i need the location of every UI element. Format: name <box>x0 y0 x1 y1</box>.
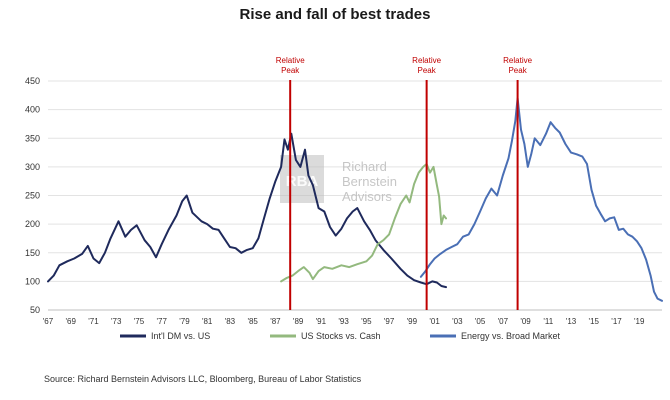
series-line-3 <box>419 97 663 302</box>
legend-label: US Stocks vs. Cash <box>301 331 381 341</box>
relative-peak-label: Relative <box>276 56 305 65</box>
relative-peak-label: Relative <box>503 56 532 65</box>
y-tick-label: 400 <box>25 105 40 115</box>
x-tick-label: '87 <box>270 317 281 326</box>
series-lines <box>47 97 663 302</box>
x-tick-label: '99 <box>407 317 418 326</box>
relative-peak-label: Peak <box>418 66 437 75</box>
y-tick-label: 50 <box>30 305 40 315</box>
series-line-1 <box>47 132 447 289</box>
x-tick-label: '19 <box>634 317 645 326</box>
x-tick-label: '91 <box>316 317 327 326</box>
x-tick-label: '81 <box>202 317 213 326</box>
y-axis: 50 100 150 200 250 300 350 400 450 <box>25 76 40 315</box>
x-tick-label: '07 <box>498 317 509 326</box>
x-tick-label: '01 <box>429 317 440 326</box>
watermark: RBA Richard Bernstein Advisors <box>280 155 397 204</box>
y-tick-label: 450 <box>25 76 40 86</box>
relative-peak-label: Peak <box>281 66 300 75</box>
x-tick-label: '79 <box>179 317 190 326</box>
x-tick-label: '85 <box>247 317 258 326</box>
legend: Int'l DM vs. US US Stocks vs. Cash Energy … <box>120 331 561 341</box>
grid <box>48 80 662 311</box>
y-tick-label: 200 <box>25 219 40 229</box>
x-tick-label: '73 <box>111 317 122 326</box>
x-tick-label: '15 <box>589 317 600 326</box>
x-tick-label: '11 <box>543 317 553 326</box>
legend-label: Energy vs. Broad Market <box>461 331 561 341</box>
relative-peak-label: Peak <box>508 66 527 75</box>
x-tick-label: '83 <box>225 317 236 326</box>
y-tick-label: 300 <box>25 162 40 172</box>
x-tick-label: '95 <box>361 317 372 326</box>
x-axis: '67 '69 '71 '73 '75 '77 '79 '81 '83 '85 '87 '89 '91 '… <box>43 317 645 326</box>
x-tick-label: '67 <box>43 317 54 326</box>
x-tick-label: '09 <box>520 317 531 326</box>
source-note: Source: Richard Bernstein Advisors LLC, … <box>44 374 362 384</box>
watermark-line-2: Bernstein <box>342 174 397 189</box>
x-tick-label: '13 <box>566 317 577 326</box>
x-tick-label: '77 <box>156 317 167 326</box>
x-tick-label: '17 <box>611 317 622 326</box>
x-tick-label: '75 <box>134 317 145 326</box>
y-tick-label: 150 <box>25 248 40 258</box>
y-tick-label: 250 <box>25 191 40 201</box>
x-tick-label: '69 <box>66 317 77 326</box>
relative-peak-label: Relative <box>412 56 441 65</box>
watermark-line-3: Advisors <box>342 189 392 204</box>
x-tick-label: '71 <box>88 317 99 326</box>
watermark-line-1: Richard <box>342 159 387 174</box>
chart-title: Rise and fall of best trades <box>239 6 431 23</box>
x-tick-label: '05 <box>475 317 486 326</box>
legend-label: Int'l DM vs. US <box>151 331 210 341</box>
x-tick-label: '03 <box>452 317 463 326</box>
x-tick-label: '97 <box>384 317 395 326</box>
y-tick-label: 350 <box>25 133 40 143</box>
x-tick-label: '93 <box>338 317 349 326</box>
x-tick-label: '89 <box>293 317 304 326</box>
series-line-2 <box>280 163 447 283</box>
y-tick-label: 100 <box>25 276 40 286</box>
